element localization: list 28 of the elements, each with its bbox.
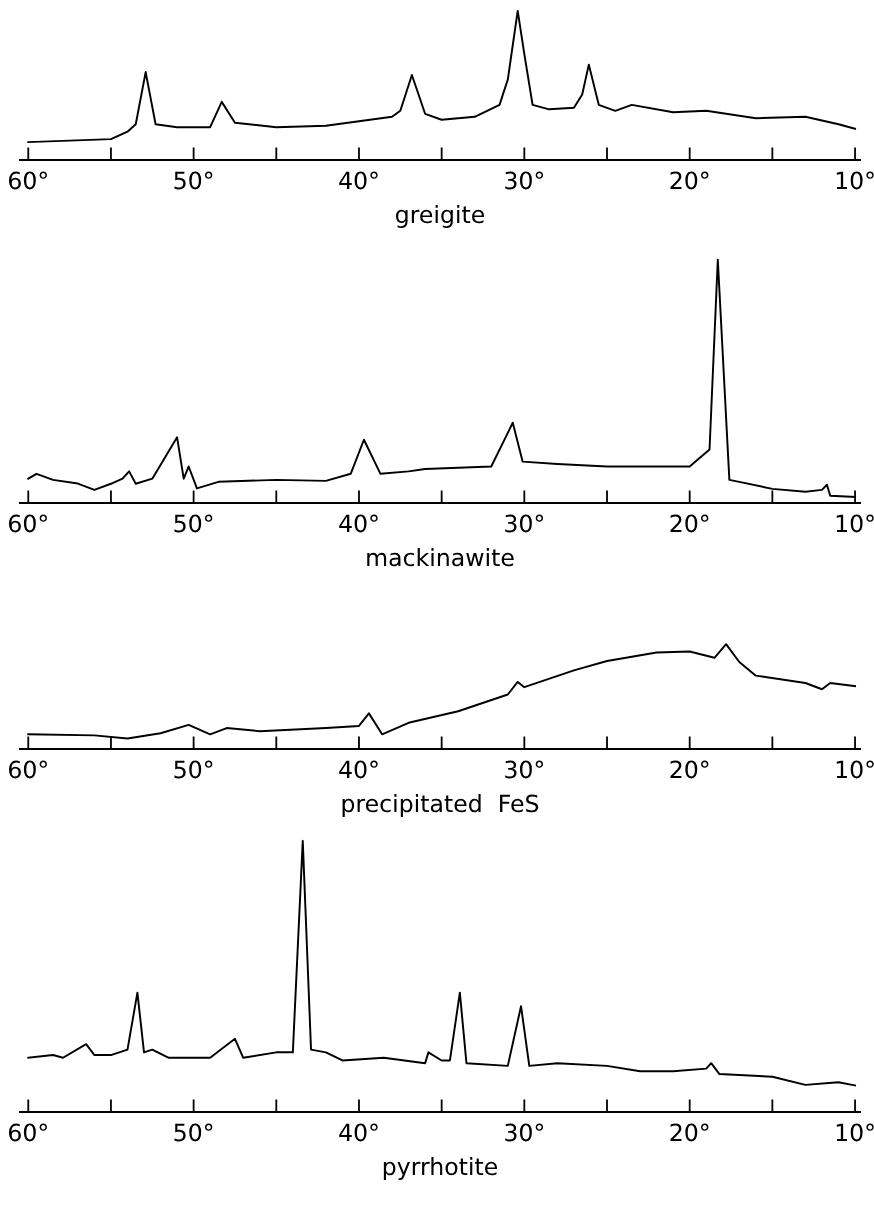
x-tick-label: 60° (8, 171, 47, 190)
x-tick-label: 10° (836, 514, 874, 533)
x-tick-label: 30° (505, 514, 544, 533)
x-tick-label: 40° (339, 760, 378, 779)
x-tick-label: 20° (670, 171, 709, 190)
x-tick-label: 30° (505, 171, 544, 190)
x-tick-label: 30° (505, 760, 544, 779)
x-tick-label: 20° (670, 1123, 709, 1142)
x-tick-label: 50° (174, 514, 213, 533)
x-tick-label: 10° (836, 171, 874, 190)
x-tick-label: 20° (670, 760, 709, 779)
x-axis-title: pyrrhotite (383, 1157, 498, 1180)
x-tick-label: 60° (8, 760, 47, 779)
x-axis-title: precipitated FeS (342, 794, 539, 817)
x-axis-title: greigite (396, 205, 485, 228)
x-tick-label: 50° (174, 171, 213, 190)
x-tick-label: 50° (174, 1123, 213, 1142)
x-tick-label: 30° (505, 1123, 544, 1142)
x-tick-label: 10° (836, 1123, 874, 1142)
x-tick-label: 40° (339, 171, 378, 190)
x-tick-label: 20° (670, 514, 709, 533)
x-tick-label: 50° (174, 760, 213, 779)
x-tick-label: 60° (8, 514, 47, 533)
x-tick-label: 40° (339, 1123, 378, 1142)
x-tick-label: 60° (8, 1123, 47, 1142)
x-axis-title: mackinawite (367, 548, 514, 567)
x-tick-label: 10° (836, 760, 874, 779)
x-tick-label: 40° (339, 514, 378, 533)
